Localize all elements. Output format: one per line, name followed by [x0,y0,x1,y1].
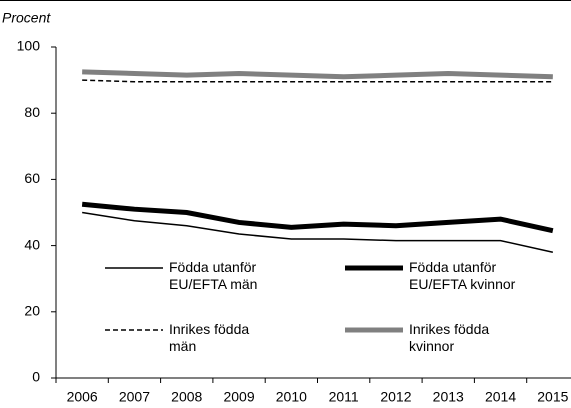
x-tick-label: 2010 [276,389,307,405]
x-tick-label: 2011 [329,389,359,405]
x-tick-label: 2015 [537,389,568,405]
legend-label: Inrikes födda kvinnor [409,321,490,354]
y-tick-label: 40 [24,236,40,252]
series-line [82,79,553,83]
legend-label: Inrikes födda män [169,321,250,354]
legend-label: Födda utanför EU/EFTA kvinnor [409,259,516,292]
y-tick-label: 60 [24,170,40,186]
x-tick-label: 2009 [223,389,254,405]
x-tick-label: 2008 [171,389,202,405]
x-tick-label: 2013 [433,389,464,405]
series-line [82,69,553,80]
legend-label: Födda utanför EU/EFTA män [169,259,258,292]
y-tick-label: 80 [24,104,40,120]
series-line [81,201,554,234]
y-tick-label: 0 [32,369,40,385]
x-tick-label: 2007 [119,389,150,405]
x-tick-label: 2006 [67,389,98,405]
x-tick-label: 2012 [380,389,411,405]
y-tick-label: 20 [24,303,40,319]
y-axis-label: Procent [2,10,51,26]
series-line [82,211,554,253]
y-tick-label: 100 [17,38,41,54]
x-tick-label: 2014 [485,389,516,405]
